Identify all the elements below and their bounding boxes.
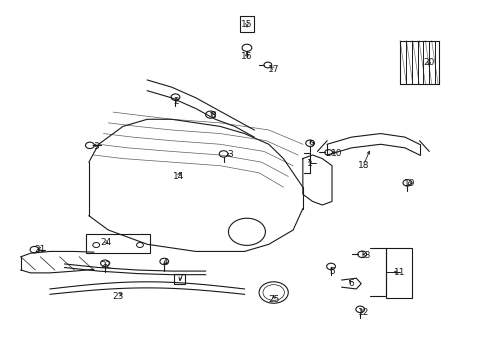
Text: 23: 23 <box>112 292 123 301</box>
Text: 14: 14 <box>173 172 184 181</box>
Text: 1: 1 <box>306 159 312 168</box>
Text: 21: 21 <box>35 245 46 254</box>
Text: 10: 10 <box>330 149 342 158</box>
Text: 13: 13 <box>360 251 371 260</box>
Bar <box>174 274 184 284</box>
Text: 18: 18 <box>357 161 368 170</box>
Text: 7: 7 <box>177 274 183 283</box>
Bar <box>239 16 254 32</box>
Text: 24: 24 <box>100 238 111 247</box>
Text: 3: 3 <box>226 150 232 159</box>
Text: 6: 6 <box>348 279 354 288</box>
Text: 19: 19 <box>403 179 415 188</box>
Text: 11: 11 <box>393 268 405 277</box>
Text: 25: 25 <box>267 295 279 304</box>
Text: 12: 12 <box>357 308 368 317</box>
Text: 5: 5 <box>328 267 334 276</box>
Text: 17: 17 <box>267 65 279 74</box>
Text: 8: 8 <box>209 111 215 120</box>
Text: 15: 15 <box>241 20 252 29</box>
Text: 3: 3 <box>93 141 99 150</box>
Text: 4: 4 <box>163 258 168 267</box>
Bar <box>86 234 149 253</box>
Text: 16: 16 <box>241 52 252 61</box>
Text: 2: 2 <box>173 97 179 106</box>
Bar <box>385 248 411 298</box>
Text: 22: 22 <box>100 261 111 270</box>
Text: 20: 20 <box>423 58 434 67</box>
Text: 9: 9 <box>308 140 314 149</box>
